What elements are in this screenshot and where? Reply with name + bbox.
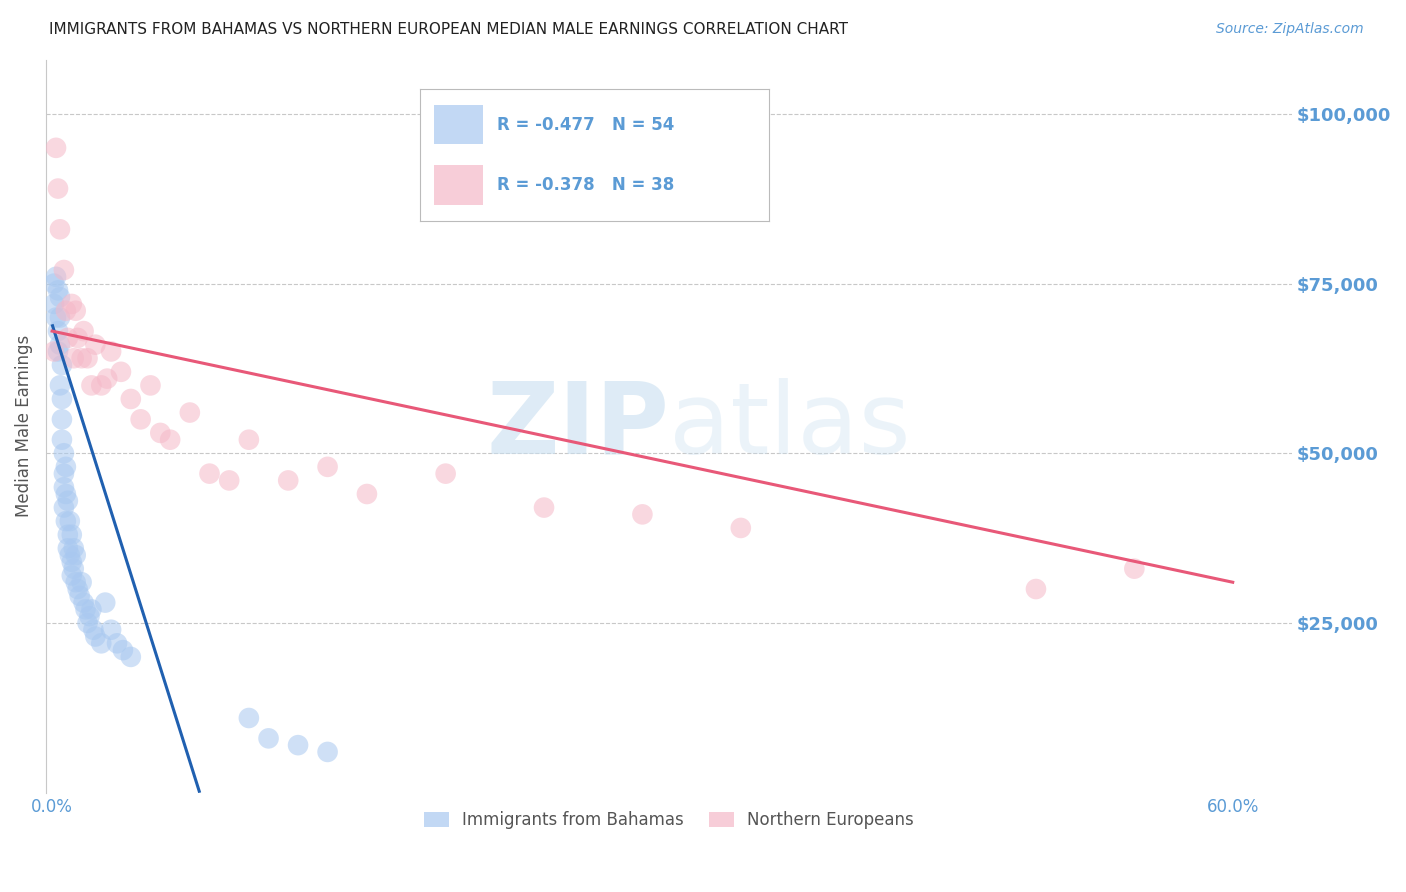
Point [80, 378, 103, 392]
Point [42, 297, 65, 311]
Point [316, 459, 339, 474]
Point [52, 480, 75, 494]
Point [198, 467, 221, 481]
Point [65, 548, 87, 562]
Point [49, 378, 72, 392]
Y-axis label: Median Male Earnings: Median Male Earnings [15, 335, 32, 517]
Point [49, 310, 72, 325]
Point [179, 406, 201, 420]
Point [55, 459, 77, 474]
Point [76, 615, 98, 630]
Point [257, 731, 280, 746]
Point [238, 433, 260, 447]
Point [90, 636, 112, 650]
Point [76, 351, 98, 366]
Point [120, 649, 142, 664]
Point [120, 392, 142, 406]
Point [46, 181, 69, 195]
Point [238, 711, 260, 725]
Point [56, 541, 79, 556]
Point [59, 548, 82, 562]
Text: ZIP: ZIP [486, 377, 669, 475]
Point [69, 589, 91, 603]
Point [80, 602, 103, 616]
Text: IMMIGRANTS FROM BAHAMAS VS NORTHERN EUROPEAN MEDIAN MALE EARNINGS CORRELATION CH: IMMIGRANTS FROM BAHAMAS VS NORTHERN EURO… [49, 22, 848, 37]
Point [730, 521, 752, 535]
Point [42, 344, 65, 359]
Point [105, 636, 128, 650]
Point [70, 575, 93, 590]
Point [1123, 562, 1146, 576]
Point [56, 527, 79, 541]
Text: Source: ZipAtlas.com: Source: ZipAtlas.com [1216, 22, 1364, 37]
Point [72, 324, 94, 338]
Point [82, 623, 104, 637]
Point [100, 344, 122, 359]
Point [159, 433, 181, 447]
Point [56, 331, 79, 345]
Legend: Immigrants from Bahamas, Northern Europeans: Immigrants from Bahamas, Northern Europe… [418, 805, 921, 836]
Point [45, 310, 67, 325]
Point [52, 446, 75, 460]
Point [129, 412, 152, 426]
Point [111, 643, 134, 657]
Point [51, 358, 73, 372]
Point [65, 575, 87, 590]
Point [631, 508, 654, 522]
Point [100, 623, 122, 637]
Text: atlas: atlas [669, 377, 911, 475]
Point [49, 337, 72, 351]
Point [533, 500, 555, 515]
Point [60, 568, 83, 582]
Point [149, 425, 172, 440]
Point [66, 582, 89, 596]
Point [62, 351, 84, 366]
Point [42, 277, 65, 291]
Point [52, 467, 75, 481]
Point [46, 284, 69, 298]
Point [287, 738, 309, 752]
Point [79, 609, 101, 624]
Point [45, 141, 67, 155]
Point [84, 337, 107, 351]
Point [56, 493, 79, 508]
Point [60, 555, 83, 569]
Point [62, 562, 84, 576]
Point [218, 474, 240, 488]
Point [62, 541, 84, 556]
Point [96, 371, 118, 385]
Point [316, 745, 339, 759]
Point [60, 297, 83, 311]
Point [70, 351, 93, 366]
Point [60, 527, 83, 541]
Point [55, 303, 77, 318]
Point [356, 487, 378, 501]
Point [1025, 582, 1047, 596]
Point [51, 412, 73, 426]
Point [277, 474, 299, 488]
Point [46, 344, 69, 359]
Point [139, 378, 162, 392]
Point [46, 324, 69, 338]
Point [49, 290, 72, 304]
Point [51, 392, 73, 406]
Point [45, 269, 67, 284]
Point [55, 514, 77, 528]
Point [110, 365, 132, 379]
Point [51, 433, 73, 447]
Point [52, 500, 75, 515]
Point [59, 514, 82, 528]
Point [72, 596, 94, 610]
Point [55, 487, 77, 501]
Point [75, 602, 97, 616]
Point [434, 467, 457, 481]
Point [52, 263, 75, 277]
Point [66, 331, 89, 345]
Point [90, 378, 112, 392]
Point [94, 596, 117, 610]
Point [49, 222, 72, 236]
Point [84, 630, 107, 644]
Point [65, 303, 87, 318]
